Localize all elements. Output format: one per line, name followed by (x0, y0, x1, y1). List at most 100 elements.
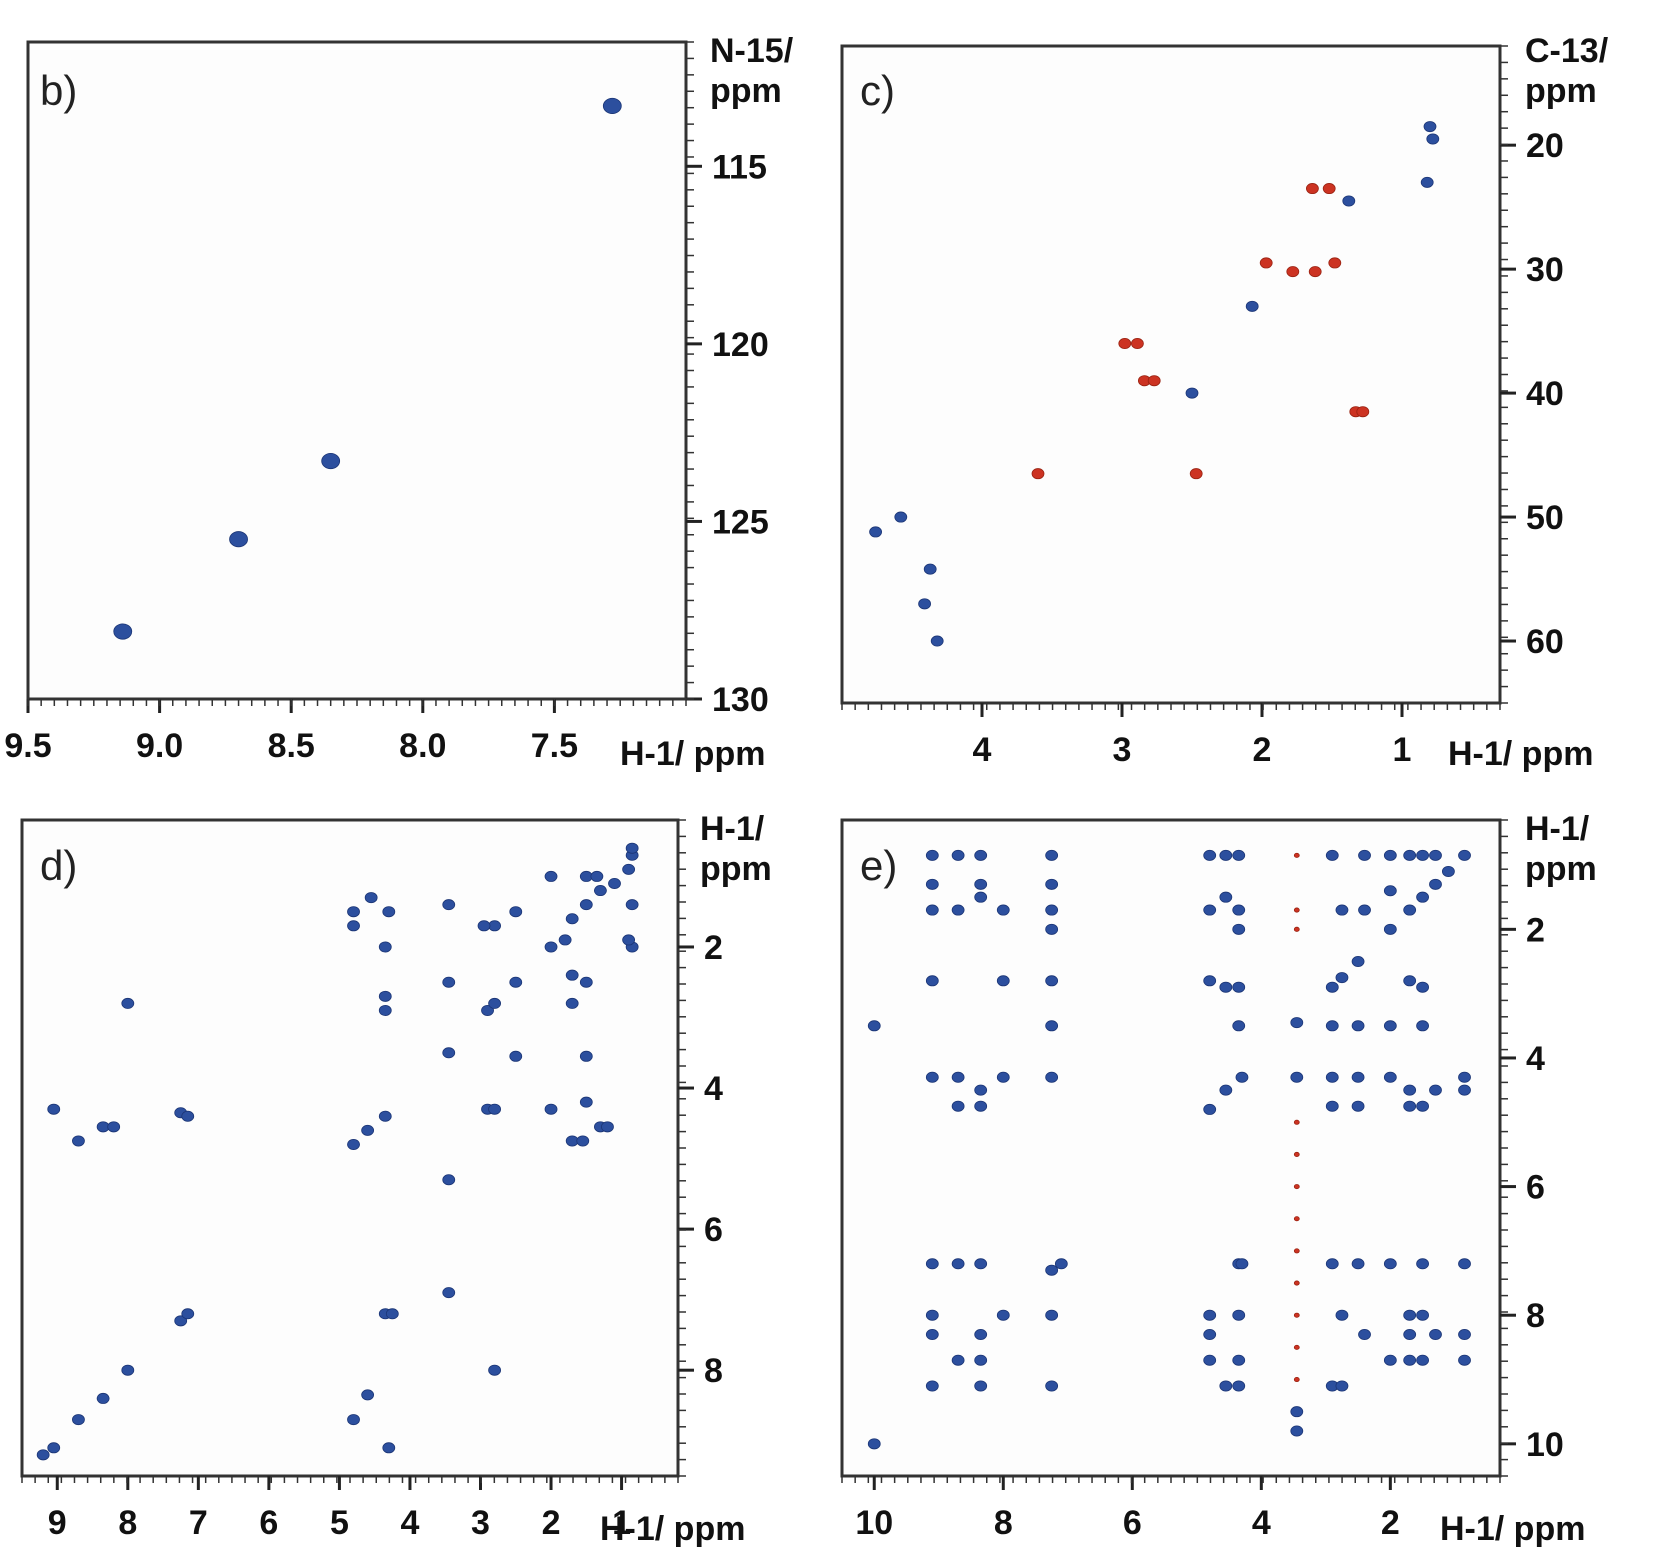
data-points (867, 849, 1471, 1450)
peak-point (1290, 1425, 1304, 1437)
peak-point (1259, 257, 1273, 269)
peak-point (930, 635, 944, 647)
peak-point (625, 899, 639, 911)
peak-point (1358, 904, 1371, 916)
peak-point (1189, 468, 1203, 480)
peak-point (1335, 1309, 1349, 1321)
peak-point (1045, 1380, 1059, 1392)
x-tick-label: 6 (1123, 1504, 1142, 1542)
panel-e-noesy: e) 10 8 6 4 2 2 4 6 8 10 H-1/ ppm H-1/ ppm (840, 810, 1597, 1548)
peak-point (918, 598, 931, 610)
peak-point (576, 1135, 590, 1147)
peak-point (601, 1121, 614, 1133)
peak-point (378, 990, 392, 1002)
x-tick-label: 3 (1113, 731, 1132, 769)
x-tick-label: 8.5 (268, 727, 315, 765)
peak-point (1045, 975, 1059, 987)
peak-point (229, 531, 248, 548)
peak-point (925, 849, 939, 861)
peak-point (1458, 1071, 1471, 1083)
y-tick-label: 2 (704, 929, 723, 967)
peak-point (488, 1364, 502, 1376)
peak-point (925, 1258, 939, 1270)
y-tick-label: 4 (1526, 1040, 1545, 1078)
peak-point (1045, 1020, 1059, 1032)
panel-label: b) (40, 67, 77, 114)
peak-point (1203, 849, 1217, 861)
peak-point (1403, 904, 1417, 916)
peak-point (96, 1392, 110, 1404)
peak-point (378, 941, 392, 953)
peak-point (1403, 1354, 1417, 1366)
peak-point (1458, 1258, 1471, 1270)
y-tick-label: 8 (1526, 1297, 1545, 1335)
peak-point (1429, 1084, 1442, 1096)
peak-point (1429, 1329, 1442, 1341)
peak-point (1219, 1380, 1233, 1392)
peak-point (1458, 1354, 1471, 1366)
plot-frame (26, 40, 688, 701)
peak-point (1458, 849, 1471, 861)
peak-point (1045, 1071, 1059, 1083)
peak-point (1383, 1258, 1397, 1270)
peak-point (1383, 1354, 1397, 1366)
peak-point (509, 906, 523, 918)
x-tick-label: 8.0 (399, 727, 446, 765)
peak-point (974, 891, 988, 903)
peak-point (974, 1084, 988, 1096)
peak-point (1232, 1354, 1246, 1366)
peak-point (1335, 904, 1349, 916)
peak-point (996, 1071, 1010, 1083)
peak-point (361, 1389, 375, 1401)
peak-point (867, 1438, 881, 1450)
peak-point (1235, 1071, 1249, 1083)
y-tick-label: 125 (712, 503, 769, 541)
y-ticks: 2 4 6 8 10 (1500, 819, 1564, 1477)
peak-point (1203, 1354, 1217, 1366)
panel-label: c) (860, 67, 895, 114)
peak-point (1045, 878, 1059, 890)
peak-point (1416, 891, 1429, 903)
x-tick-label: 5 (330, 1504, 349, 1542)
peak-point (1325, 849, 1339, 861)
peak-point (867, 1020, 881, 1032)
peak-point (1423, 121, 1437, 133)
peak-point (996, 975, 1010, 987)
peak-point (1290, 1406, 1304, 1418)
peak-point (1306, 183, 1319, 195)
peak-point (1219, 1084, 1233, 1096)
peak-point (174, 1315, 188, 1327)
peak-point (347, 1138, 360, 1150)
panel-d-tocsy: d) 9 8 7 6 5 4 3 2 1 2 4 6 8 H-1/ ppm H-1/ ppm (20, 810, 772, 1548)
peak-point (1458, 1329, 1471, 1341)
peak-point (996, 1309, 1010, 1321)
peak-point (1322, 183, 1336, 195)
peak-point (1416, 1020, 1429, 1032)
peak-point (1429, 849, 1442, 861)
plot-frame (840, 44, 1502, 705)
y-tick-label: 115 (712, 148, 767, 186)
peak-point (347, 906, 360, 918)
peak-point (974, 1354, 988, 1366)
peak-point (509, 1050, 523, 1062)
peak-point (951, 1100, 965, 1112)
peak-point (1045, 1264, 1059, 1276)
peak-point (1232, 1020, 1246, 1032)
x-tick-label: 1 (612, 1504, 631, 1542)
peak-point (1420, 176, 1434, 188)
peak-point (1383, 1071, 1397, 1083)
y-tick-label: 6 (704, 1211, 723, 1249)
peak-point (1383, 1020, 1397, 1032)
plot-frame (840, 818, 1502, 1478)
peak-point (1293, 1119, 1300, 1125)
peak-point (925, 975, 939, 987)
y-ticks: 20 30 40 50 60 (1500, 45, 1564, 704)
y-ticks: 2 4 6 8 (678, 819, 723, 1477)
peak-point (47, 1442, 61, 1454)
peak-point (1351, 1100, 1365, 1112)
x-axis-title: H-1/ ppm (1440, 1510, 1585, 1548)
y-axis-title-line2: ppm (1525, 850, 1597, 888)
peak-point (1293, 926, 1300, 932)
peak-point (1203, 1309, 1217, 1321)
